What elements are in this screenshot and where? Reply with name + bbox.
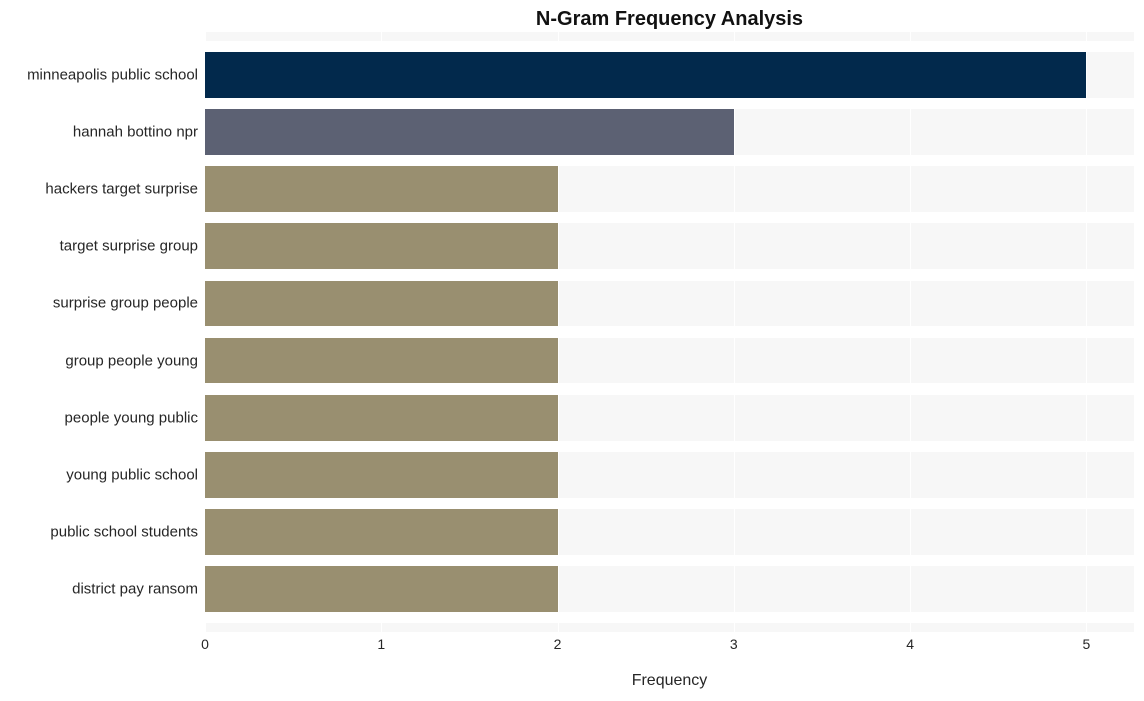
x-tick-label: 0 [201, 636, 209, 652]
y-tick-label: minneapolis public school [0, 67, 198, 82]
bar [205, 452, 558, 498]
chart-title: N-Gram Frequency Analysis [205, 8, 1134, 31]
grid-band [205, 269, 1134, 280]
x-tick-label: 4 [906, 636, 914, 652]
bar [205, 109, 734, 155]
plot-area [205, 32, 1134, 632]
grid-line [1086, 32, 1087, 632]
y-tick-label: hackers target surprise [0, 182, 198, 197]
y-tick-label: public school students [0, 525, 198, 540]
grid-band [205, 155, 1134, 166]
bar [205, 223, 558, 269]
grid-band [205, 326, 1134, 337]
grid-band [205, 383, 1134, 394]
grid-band [205, 41, 1134, 52]
x-axis-label: Frequency [205, 672, 1134, 690]
bar [205, 52, 1086, 98]
grid-band [205, 98, 1134, 109]
y-tick-label: people young public [0, 410, 198, 425]
y-tick-label: target surprise group [0, 239, 198, 254]
x-tick-label: 3 [730, 636, 738, 652]
y-tick-label: group people young [0, 353, 198, 368]
bar [205, 395, 558, 441]
y-tick-label: hannah bottino npr [0, 125, 198, 140]
grid-line [734, 32, 735, 632]
grid-band [205, 555, 1134, 566]
bar [205, 281, 558, 327]
bar [205, 566, 558, 612]
bar [205, 338, 558, 384]
grid-band [205, 498, 1134, 509]
y-tick-label: district pay ransom [0, 582, 198, 597]
y-tick-label: young public school [0, 467, 198, 482]
bar [205, 509, 558, 555]
x-tick-label: 1 [377, 636, 385, 652]
x-tick-label: 5 [1082, 636, 1090, 652]
x-tick-label: 2 [554, 636, 562, 652]
grid-band [205, 612, 1134, 623]
grid-line [910, 32, 911, 632]
y-tick-label: surprise group people [0, 296, 198, 311]
grid-band [205, 441, 1134, 452]
bar [205, 166, 558, 212]
grid-band [205, 212, 1134, 223]
